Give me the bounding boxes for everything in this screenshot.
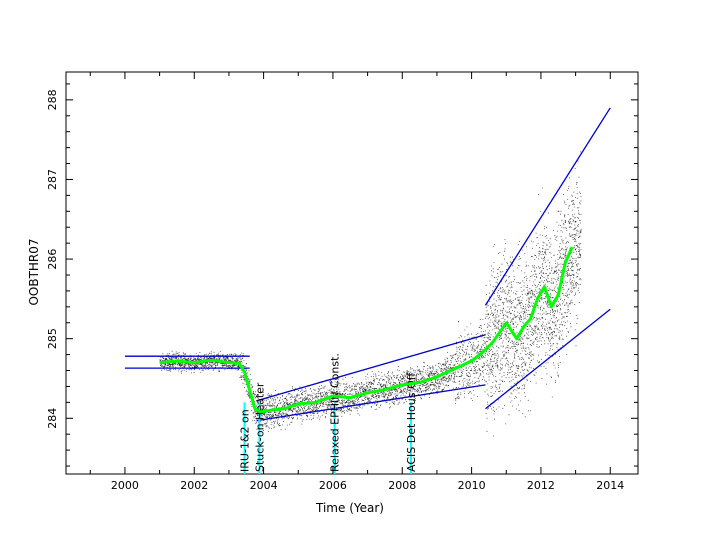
event-label-3: Relaxed EPHIN Const. bbox=[329, 353, 342, 472]
y-tick-label: 285 bbox=[46, 328, 59, 349]
y-tick-label: 284 bbox=[46, 408, 59, 429]
plot-area-frame bbox=[65, 71, 639, 475]
event-markers-layer: IRU-1&2 on Stuck-on Heater Relaxed EPHIN C… bbox=[239, 353, 418, 474]
x-tick-label: 2002 bbox=[180, 479, 208, 492]
x-tick-label: 2000 bbox=[111, 479, 139, 492]
x-tick-label: 2010 bbox=[458, 479, 486, 492]
envelope-lines-layer bbox=[124, 107, 611, 422]
event-label-2: Stuck-on Heater bbox=[253, 382, 266, 472]
axes-layer: 2000 2002 2004 2006 2008 2010 2012 2014 284 285 28… bbox=[46, 72, 638, 492]
smoothed-trend-layer bbox=[159, 246, 574, 414]
y-tick-label: 287 bbox=[46, 169, 59, 190]
y-tick-label: 288 bbox=[46, 89, 59, 110]
x-tick-label: 2006 bbox=[319, 479, 347, 492]
envelope-line-4 bbox=[256, 384, 486, 422]
x-tick-label: 2012 bbox=[527, 479, 555, 492]
y-tick-label: 286 bbox=[46, 249, 59, 270]
envelope-line-5 bbox=[484, 107, 611, 306]
x-tick-label: 2004 bbox=[250, 479, 278, 492]
x-tick-label: 2008 bbox=[388, 479, 416, 492]
event-label-1: IRU-1&2 on bbox=[239, 409, 252, 472]
x-axis-label: Time (Year) bbox=[315, 501, 384, 515]
envelope-line-3 bbox=[256, 334, 486, 402]
y-axis-label: OOBTHR07 bbox=[27, 238, 41, 305]
event-label-4: ACIS Det Hous Off bbox=[405, 372, 418, 472]
envelope-line-6 bbox=[485, 308, 611, 410]
x-tick-label: 2014 bbox=[596, 479, 624, 492]
smoothed-trend-line bbox=[159, 246, 574, 414]
